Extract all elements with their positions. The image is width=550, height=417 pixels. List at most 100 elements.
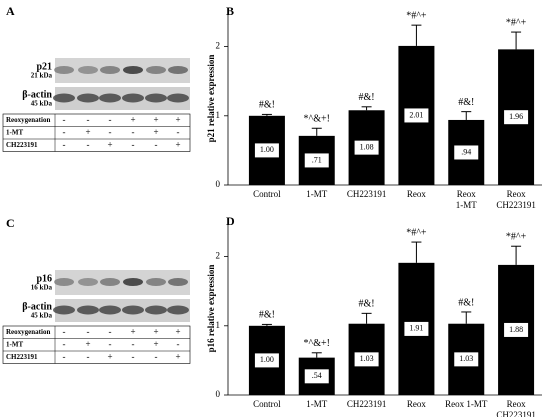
sign: + — [153, 326, 158, 336]
x-tick-label: Reox — [407, 399, 426, 409]
row-label: CH223191 — [6, 353, 38, 361]
band — [167, 93, 189, 103]
value-label-box — [254, 143, 279, 158]
sign: + — [107, 139, 112, 149]
error-bar — [361, 312, 372, 324]
band — [146, 66, 166, 74]
sign: - — [63, 351, 66, 361]
y-tick-label: 1 — [216, 110, 221, 120]
band — [123, 278, 143, 286]
sign: - — [177, 339, 180, 349]
sign: + — [130, 326, 135, 336]
annotation: *^&+! — [304, 338, 330, 349]
band — [77, 305, 99, 315]
x-tick-label: 1-MT — [456, 200, 477, 210]
error-bar — [311, 127, 322, 136]
annotation: *#^+ — [406, 10, 427, 21]
annotation: #&! — [359, 299, 375, 310]
table-border — [2, 113, 191, 152]
y-tick-label: 0 — [216, 389, 221, 399]
sign: - — [109, 339, 112, 349]
band — [54, 66, 74, 74]
x-tick-label: Control — [253, 189, 281, 199]
sign: + — [153, 127, 158, 137]
value-label: 1.03 — [459, 354, 473, 363]
sign: + — [130, 114, 135, 124]
value-label-box — [454, 352, 479, 367]
sign: - — [177, 127, 180, 137]
sign: + — [153, 339, 158, 349]
x-tick-label: CH223191 — [347, 399, 387, 409]
sign: - — [132, 339, 135, 349]
protein-label: p21 — [36, 61, 52, 72]
protein-label: p16 — [36, 273, 52, 284]
value-label: 1.08 — [360, 142, 374, 151]
protein-size: 21 kDa — [31, 72, 53, 80]
band — [53, 93, 75, 103]
value-label: 1.03 — [360, 354, 374, 363]
annotation: #&! — [259, 310, 275, 321]
value-label-box — [454, 145, 479, 160]
value-label: 2.01 — [409, 110, 423, 119]
value-label-box — [504, 110, 529, 125]
band — [53, 305, 75, 315]
band — [77, 93, 99, 103]
band — [78, 278, 98, 286]
value-label: .54 — [312, 371, 322, 380]
x-tick-label: Reox — [507, 399, 526, 409]
blot-strip — [55, 270, 190, 295]
sign: - — [63, 127, 66, 137]
band — [123, 66, 143, 74]
x-tick-label: Reox — [457, 189, 476, 199]
annotation: *#^+ — [506, 232, 527, 243]
panel-letter: D — [226, 214, 235, 228]
error-bar — [511, 31, 522, 50]
sign: + — [175, 114, 180, 124]
value-label: 1.88 — [509, 325, 523, 334]
sign: - — [63, 339, 66, 349]
value-label-box — [404, 321, 429, 336]
value-label-box — [354, 140, 379, 155]
x-tick-label: Reox — [407, 189, 426, 199]
annotation: #&! — [458, 297, 474, 308]
x-tick-label: 1-MT — [306, 399, 327, 409]
band — [99, 305, 121, 315]
value-label-box — [304, 153, 329, 168]
row-label: Reoxygenation — [6, 116, 50, 124]
sign: - — [63, 114, 66, 124]
sign: - — [87, 139, 90, 149]
error-bar — [461, 111, 472, 120]
band — [99, 93, 121, 103]
band — [100, 66, 120, 74]
panel-letter: C — [6, 216, 15, 230]
band — [145, 305, 167, 315]
error-bar — [361, 106, 372, 111]
error-bar — [261, 113, 272, 116]
annotation: *^&+! — [304, 114, 330, 125]
band — [122, 305, 144, 315]
sign: - — [87, 351, 90, 361]
value-label-box — [304, 369, 329, 384]
x-tick-label: Reox 1-MT — [445, 399, 488, 409]
row-label: Reoxygenation — [6, 328, 50, 336]
sign: - — [63, 139, 66, 149]
sign: - — [109, 326, 112, 336]
control-label: β-actin — [22, 89, 52, 100]
sign: + — [85, 339, 90, 349]
sign: + — [175, 139, 180, 149]
y-tick-label: 2 — [216, 251, 221, 261]
y-tick-label: 0 — [216, 179, 221, 189]
sign: + — [153, 114, 158, 124]
error-bar — [461, 311, 472, 324]
row-label: CH223191 — [6, 141, 38, 149]
error-bar — [411, 241, 422, 263]
protein-size: 16 kDa — [31, 284, 53, 292]
value-label: 1.00 — [260, 145, 274, 154]
sign: - — [87, 114, 90, 124]
row-label: 1-MT — [6, 340, 23, 348]
sign: + — [175, 351, 180, 361]
annotation: #&! — [259, 100, 275, 111]
y-tick-label: 1 — [216, 320, 221, 330]
band — [78, 66, 98, 74]
row-label: 1-MT — [6, 128, 23, 136]
